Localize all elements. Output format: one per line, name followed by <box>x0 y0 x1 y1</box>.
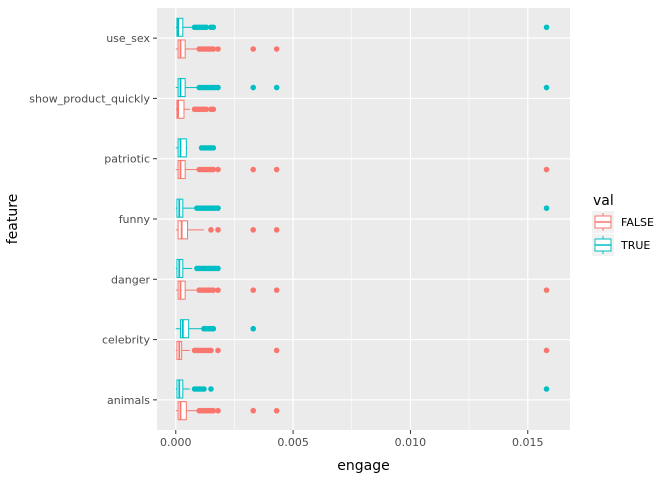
y-tick-label: patriotic <box>104 153 150 166</box>
box-iqr <box>177 160 186 180</box>
y-axis: animals celebrity danger funny patriotic show… <box>29 32 157 407</box>
outlier-point <box>215 166 221 173</box>
y-tick-label: use_sex <box>106 32 150 45</box>
legend: val FALSE TRUE <box>592 193 654 256</box>
outlier-point <box>215 84 221 91</box>
box-iqr <box>179 319 190 339</box>
y-axis-title: feature <box>5 194 21 245</box>
box-false-danger <box>175 280 550 300</box>
outlier-point <box>273 166 280 173</box>
outlier-point <box>543 386 550 392</box>
outlier-point <box>273 84 280 91</box>
x-axis: 0.000 0.005 0.010 0.015 <box>160 430 544 449</box>
outlier-point <box>250 166 257 173</box>
box-iqr <box>177 138 187 158</box>
box-false-use_sex <box>175 39 280 59</box>
outlier-point <box>273 46 280 52</box>
outlier-point <box>215 287 221 293</box>
outlier-point <box>215 227 221 233</box>
box-false-celebrity <box>175 340 550 360</box>
outlier-point <box>250 407 257 414</box>
outlier-point <box>273 287 280 293</box>
box-false-animals <box>175 401 280 421</box>
x-tick-label: 0.000 <box>160 436 192 449</box>
outlier-point <box>203 24 210 31</box>
box-layer <box>175 17 550 421</box>
outlier-point <box>543 24 550 31</box>
box-iqr <box>177 220 189 240</box>
outlier-point <box>273 347 280 354</box>
outlier-point <box>210 24 217 31</box>
outlier-point <box>250 227 257 233</box>
box-iqr <box>176 99 185 119</box>
outlier-point <box>208 386 214 392</box>
box-true-patriotic <box>175 138 217 158</box>
box-iqr <box>176 17 184 37</box>
outlier-point <box>208 227 214 233</box>
outlier-point <box>210 106 217 113</box>
outlier-point <box>215 205 221 211</box>
outlier-point <box>215 265 221 272</box>
outlier-point <box>215 347 221 354</box>
outlier-point <box>215 46 221 52</box>
outlier-point <box>250 46 257 52</box>
legend-label-true: TRUE <box>620 239 650 252</box>
y-tick-label: celebrity <box>102 334 151 347</box>
y-tick-label: danger <box>111 273 150 286</box>
x-tick-label: 0.010 <box>395 436 427 449</box>
box-true-use_sex <box>175 17 550 37</box>
box-false-funny <box>175 220 280 240</box>
x-tick-label: 0.015 <box>512 436 544 449</box>
box-false-patriotic <box>175 160 550 180</box>
legend-key-true <box>592 234 614 256</box>
x-axis-title: engage <box>337 458 389 474</box>
y-tick-label: funny <box>119 213 151 226</box>
major-gridlines <box>157 8 570 430</box>
box-iqr <box>177 280 186 300</box>
legend-key-false <box>592 211 614 233</box>
outlier-point <box>210 166 217 173</box>
outlier-point <box>210 407 217 414</box>
outlier-point <box>210 145 217 151</box>
box-iqr <box>177 401 187 421</box>
outlier-point <box>250 325 257 332</box>
outlier-point <box>543 205 550 211</box>
outlier-point <box>543 287 550 293</box>
legend-label-false: FALSE <box>621 216 654 229</box>
outlier-point <box>215 407 221 414</box>
outlier-point <box>210 287 217 293</box>
box-true-animals <box>175 379 550 399</box>
box-iqr <box>177 78 186 98</box>
outlier-point <box>543 84 550 91</box>
outlier-point <box>273 407 280 414</box>
outlier-point <box>250 287 257 293</box>
box-false-show_product_quickly <box>175 99 217 119</box>
outlier-point <box>210 46 217 52</box>
outlier-point <box>203 106 210 113</box>
outlier-point <box>543 347 550 354</box>
box-true-celebrity <box>175 319 257 339</box>
outlier-point <box>273 227 280 233</box>
outlier-point <box>208 347 214 354</box>
y-tick-label: show_product_quickly <box>29 92 150 105</box>
box-true-show_product_quickly <box>175 78 550 98</box>
y-tick-label: animals <box>107 394 150 407</box>
outlier-point <box>250 84 257 91</box>
box-true-funny <box>175 198 550 218</box>
legend-title: val <box>593 193 614 209</box>
outlier-point <box>543 166 550 173</box>
outlier-point <box>210 325 217 332</box>
outlier-point <box>201 386 207 392</box>
box-iqr <box>177 39 186 59</box>
box-true-danger <box>175 258 221 278</box>
x-tick-label: 0.005 <box>277 436 309 449</box>
